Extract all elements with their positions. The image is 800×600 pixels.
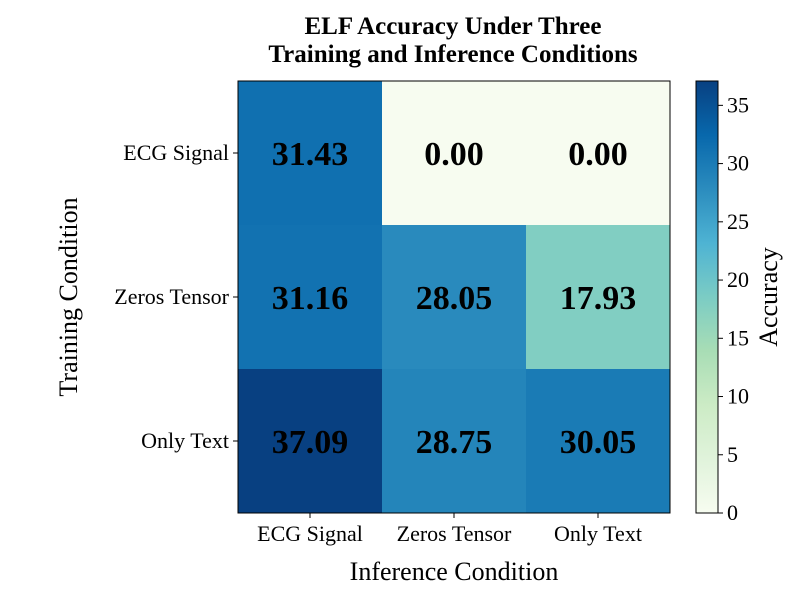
colorbar [695,80,719,514]
heatmap-cell [382,225,526,369]
colorbar-tick-label: 30 [727,151,749,176]
heatmap-cell [526,81,670,225]
y-axis-label: Training Condition [54,197,83,396]
heatmap-cell-value: 28.05 [416,280,493,317]
colorbar-ticks: 0 5 10 15 20 25 30 35 [718,92,749,525]
y-tick-label: ECG Signal [123,140,229,165]
heatmap-cell-value: 37.09 [272,424,349,461]
heatmap-cell [526,225,670,369]
heatmap-cell-value: 31.43 [272,136,349,173]
colorbar-label: Accuracy [754,247,783,347]
colorbar-tick-label: 15 [727,325,749,350]
y-axis-ticks: ECG Signal Zeros Tensor Only Text [114,140,238,453]
heatmap-cell [238,225,382,369]
colorbar-tick-label: 20 [727,267,749,292]
colorbar-tick-label: 10 [727,384,749,409]
heatmap-cell [238,369,382,513]
heatmap-cell [382,369,526,513]
y-tick-label: Zeros Tensor [114,284,229,309]
x-axis-ticks: ECG Signal Zeros Tensor Only Text [257,513,642,546]
heatmap-cell-value: 30.05 [560,424,637,461]
chart-title-line-1: ELF Accuracy Under Three [305,13,602,40]
heatmap-cell-value: 17.93 [560,280,637,317]
x-axis-label: Inference Condition [350,557,559,586]
y-tick-label: Only Text [141,428,229,453]
chart-title-line-2: Training and Inference Conditions [268,41,638,68]
x-tick-label: Only Text [554,521,642,546]
heatmap-cell-value: 31.16 [272,280,349,317]
x-tick-label: ECG Signal [257,521,363,546]
heatmap-cell [238,81,382,225]
heatmap-cell-value: 28.75 [416,424,493,461]
colorbar-tick-label: 35 [727,92,749,117]
heatmap-cell-value: 0.00 [424,136,484,173]
x-tick-label: Zeros Tensor [397,521,512,546]
heatmap-cell [382,81,526,225]
heatmap-cell [526,369,670,513]
colorbar-tick-label: 0 [727,500,738,525]
heatmap-cell-value: 0.00 [568,136,628,173]
heatmap-cell-labels: 31.43 0.00 0.00 31.16 28.05 17.93 37.09 28.75 30… [272,136,637,461]
colorbar-tick-label: 25 [727,209,749,234]
heatmap-cells [237,80,671,514]
colorbar-tick-label: 5 [727,442,738,467]
